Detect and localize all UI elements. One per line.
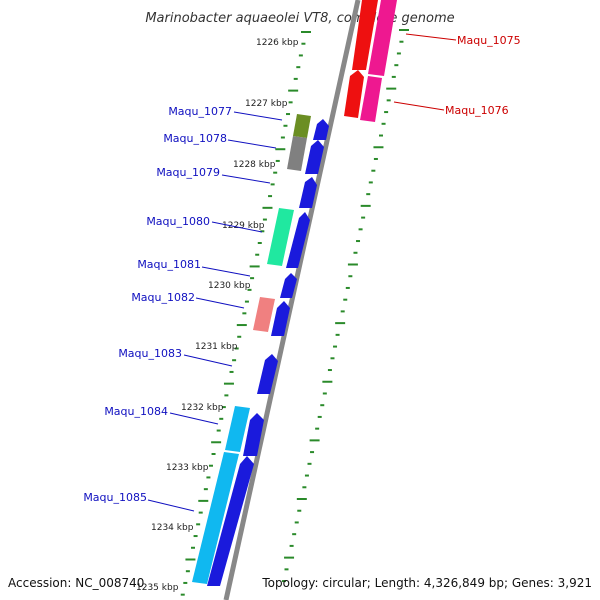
cds-arrow[interactable] <box>257 354 278 394</box>
kbp-label-1235: 1235 kbp <box>136 583 179 593</box>
gene-label-maqu-1077[interactable]: Maqu_1077 <box>168 105 232 118</box>
gene-label-maqu-1078[interactable]: Maqu_1078 <box>163 132 227 145</box>
cds-arrow[interactable] <box>280 273 297 298</box>
gene-label-maqu-1080[interactable]: Maqu_1080 <box>146 215 210 228</box>
gene-track-right <box>344 0 397 122</box>
map-title: Marinobacter aquaeolei VT8, complete gen… <box>145 11 454 26</box>
gene-block-maqu-1075[interactable] <box>352 0 378 70</box>
cds-arrow[interactable] <box>299 177 317 208</box>
cds-arrow[interactable] <box>305 140 324 174</box>
gene-label-maqu-1076[interactable]: Maqu_1076 <box>445 104 509 117</box>
cds-arrow[interactable] <box>243 413 264 456</box>
gene-block-maqu-1085[interactable] <box>192 452 239 584</box>
gene-labels: Maqu_1077 Maqu_1078 Maqu_1079 Maqu_1080 … <box>83 34 520 504</box>
gene-label-maqu-1083[interactable]: Maqu_1083 <box>118 347 182 360</box>
kbp-label-1229: 1229 kbp <box>222 221 265 231</box>
gene-block-maqu-1075-b[interactable] <box>344 70 364 118</box>
gene-block-maqu-1082[interactable] <box>253 297 275 332</box>
left-tick-track <box>180 31 311 596</box>
cds-arrow[interactable] <box>207 456 254 586</box>
cds-track <box>207 119 329 586</box>
gene-block-maqu-1076-b[interactable] <box>360 76 382 122</box>
gene-block-maqu-1077[interactable] <box>293 114 311 138</box>
kbp-label-1231: 1231 kbp <box>195 342 238 352</box>
kbp-label-1232: 1232 kbp <box>181 403 224 413</box>
backbone-line <box>223 0 361 600</box>
cds-arrow[interactable] <box>286 212 310 268</box>
gene-block-maqu-1084[interactable] <box>225 406 250 452</box>
gene-label-maqu-1084[interactable]: Maqu_1084 <box>104 405 168 418</box>
right-tick-track <box>281 29 409 583</box>
gene-label-maqu-1081[interactable]: Maqu_1081 <box>137 258 201 271</box>
kbp-label-1234: 1234 kbp <box>151 523 194 533</box>
gene-track-left <box>192 114 311 584</box>
kbp-label-1227: 1227 kbp <box>245 99 288 109</box>
gene-label-maqu-1079[interactable]: Maqu_1079 <box>156 166 220 179</box>
gene-label-maqu-1075[interactable]: Maqu_1075 <box>457 34 521 47</box>
kbp-label-1226: 1226 kbp <box>256 38 299 48</box>
cds-arrow[interactable] <box>271 301 290 336</box>
gene-label-maqu-1085[interactable]: Maqu_1085 <box>83 491 147 504</box>
cds-arrow[interactable] <box>313 119 329 140</box>
kbp-label-1233: 1233 kbp <box>166 463 209 473</box>
gene-block-maqu-1076[interactable] <box>368 0 397 76</box>
leader-lines <box>147 33 457 512</box>
gene-block-maqu-1078[interactable] <box>287 136 307 171</box>
gene-label-maqu-1082[interactable]: Maqu_1082 <box>131 291 195 304</box>
accession-text: Accession: NC_008740 <box>8 576 144 590</box>
kbp-label-1230: 1230 kbp <box>208 281 251 291</box>
gene-block-maqu-1080[interactable] <box>267 208 294 266</box>
kbp-label-1228: 1228 kbp <box>233 160 276 170</box>
topology-text: Topology: circular; Length: 4,326,849 bp… <box>261 576 592 590</box>
kbp-scale: 1226 kbp 1227 kbp 1228 kbp 1229 kbp 1230… <box>136 38 299 593</box>
